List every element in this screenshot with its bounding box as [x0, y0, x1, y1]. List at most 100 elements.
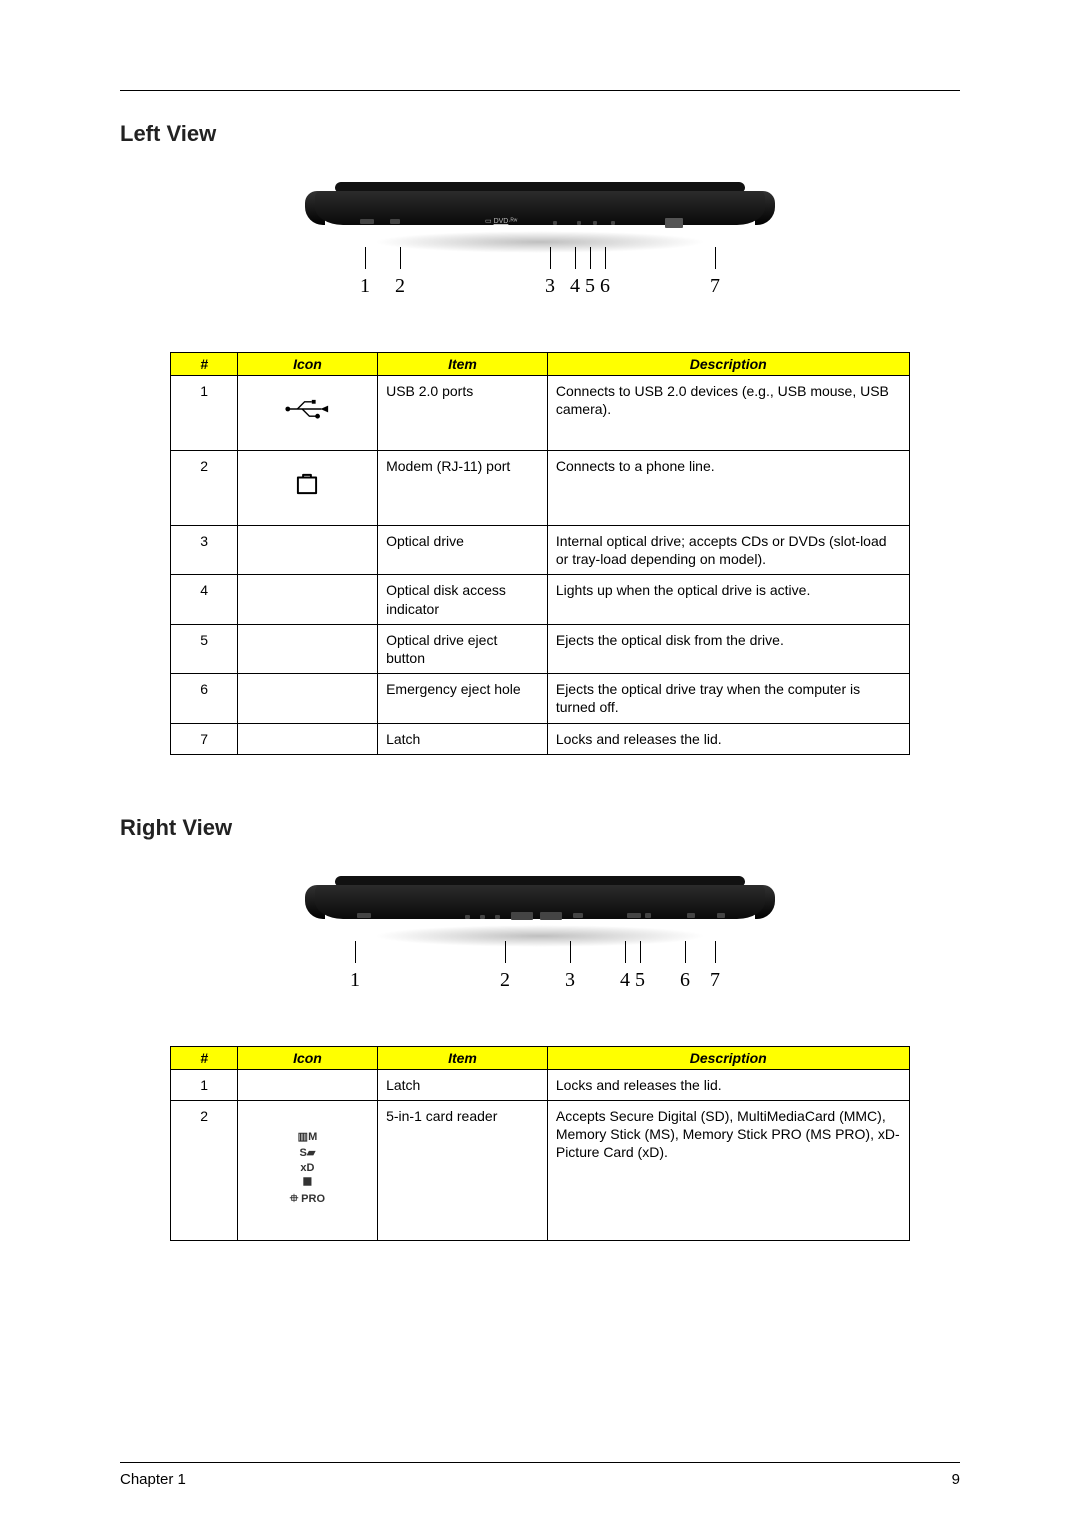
- top-rule: [120, 90, 960, 91]
- callout-tick: [550, 247, 551, 269]
- cell-icon: [237, 624, 377, 673]
- callout-number: 4: [620, 969, 630, 992]
- callout-tick: [605, 247, 606, 269]
- th-num: #: [171, 353, 237, 376]
- callout-number: 7: [710, 969, 720, 992]
- callout-number: 3: [545, 275, 555, 298]
- cell-icon: [237, 674, 377, 723]
- callout-number: 6: [680, 969, 690, 992]
- cell-item: Latch: [378, 1069, 548, 1100]
- callout-number: 2: [395, 275, 405, 298]
- cell-icon: [237, 451, 377, 526]
- cell-desc: Accepts Secure Digital (SD), MultiMediaC…: [547, 1100, 909, 1240]
- cell-item: Emergency eject hole: [378, 674, 548, 723]
- page: Left View ▭ DVD·ᴿʷ 1234567: [0, 0, 1080, 1528]
- callout-tick: [715, 247, 716, 269]
- cell-item: Optical drive: [378, 526, 548, 575]
- cell-item: USB 2.0 ports: [378, 376, 548, 451]
- table-row: 2 ▥MS▰xD⯀⯐ PRO 5-in-1 card readerAccepts S…: [171, 1100, 909, 1240]
- laptop-right-side-illustration: 1234567: [305, 871, 775, 1001]
- heading-left-view: Left View: [120, 121, 960, 147]
- table-header-row: # Icon Item Description: [171, 1046, 909, 1069]
- cell-num: 6: [171, 674, 237, 723]
- figure-left-view: ▭ DVD·ᴿʷ 1234567: [120, 177, 960, 312]
- th-item: Item: [378, 353, 548, 376]
- cell-num: 5: [171, 624, 237, 673]
- cell-num: 3: [171, 526, 237, 575]
- cell-icon: [237, 1069, 377, 1100]
- callout-tick: [685, 941, 686, 963]
- cell-icon: [237, 526, 377, 575]
- page-footer: Chapter 1 9: [120, 1462, 960, 1488]
- cell-desc: Lights up when the optical drive is acti…: [547, 575, 909, 624]
- callout-tick: [505, 941, 506, 963]
- callout-tick: [365, 247, 366, 269]
- usb-icon: [283, 397, 331, 421]
- cell-num: 2: [171, 1100, 237, 1240]
- cell-num: 4: [171, 575, 237, 624]
- callout-number: 1: [350, 969, 360, 992]
- right-callouts: 1234567: [305, 941, 775, 1001]
- callout-number: 5: [635, 969, 645, 992]
- cell-icon: [237, 723, 377, 754]
- th-item: Item: [378, 1046, 548, 1069]
- callout-number: 3: [565, 969, 575, 992]
- cell-item: Latch: [378, 723, 548, 754]
- th-num: #: [171, 1046, 237, 1069]
- left-callouts: 1 2 3456 7: [305, 247, 775, 307]
- table-row: 7 LatchLocks and releases the lid.: [171, 723, 909, 754]
- cell-icon: [237, 376, 377, 451]
- table-row: 5Optical drive eject buttonEjects the op…: [171, 624, 909, 673]
- callout-tick: [640, 941, 641, 963]
- callout-number: 1: [360, 275, 370, 298]
- th-desc: Description: [547, 1046, 909, 1069]
- heading-right-view: Right View: [120, 815, 960, 841]
- callout-tick: [355, 941, 356, 963]
- th-icon: Icon: [237, 353, 377, 376]
- callout-number: 7: [710, 275, 720, 298]
- th-desc: Description: [547, 353, 909, 376]
- table-row: 1 LatchLocks and releases the lid.: [171, 1069, 909, 1100]
- cell-num: 1: [171, 1069, 237, 1100]
- callout-number: 6: [600, 275, 610, 298]
- cell-num: 2: [171, 451, 237, 526]
- cell-num: 1: [171, 376, 237, 451]
- footer-chapter: Chapter 1: [120, 1471, 186, 1488]
- footer-page: 9: [952, 1471, 960, 1488]
- table-left-view: # Icon Item Description 1 USB 2.0 portsCo…: [170, 352, 909, 755]
- callout-tick: [570, 941, 571, 963]
- table-row: 3 Optical driveInternal optical drive; ac…: [171, 526, 909, 575]
- table-row: 2 Modem (RJ-11) portConnects to a phone l…: [171, 451, 909, 526]
- cell-num: 7: [171, 723, 237, 754]
- cell-item: Optical disk access indicator: [378, 575, 548, 624]
- callout-number: 5: [585, 275, 595, 298]
- table-row: 6 Emergency eject holeEjects the optical …: [171, 674, 909, 723]
- cell-icon: [237, 575, 377, 624]
- modem-icon: [294, 471, 320, 497]
- table-right-view: # Icon Item Description 1 LatchLocks and …: [170, 1046, 909, 1241]
- figure-right-view: 1234567: [120, 871, 960, 1006]
- laptop-left-side-illustration: ▭ DVD·ᴿʷ 1234567: [305, 177, 775, 307]
- table-row: 4 Optical disk access indicatorLights up …: [171, 575, 909, 624]
- callout-tick: [715, 941, 716, 963]
- callout-tick: [400, 247, 401, 269]
- cell-item: 5-in-1 card reader: [378, 1100, 548, 1240]
- cell-desc: Ejects the optical drive tray when the c…: [547, 674, 909, 723]
- table-row: 1 USB 2.0 portsConnects to USB 2.0 device…: [171, 376, 909, 451]
- callout-number: 4: [570, 275, 580, 298]
- cell-desc: Locks and releases the lid.: [547, 1069, 909, 1100]
- cell-desc: Internal optical drive; accepts CDs or D…: [547, 526, 909, 575]
- cell-item: Optical drive eject button: [378, 624, 548, 673]
- card-reader-icon-stack: ▥MS▰xD⯀⯐ PRO: [290, 1130, 325, 1207]
- cell-desc: Locks and releases the lid.: [547, 723, 909, 754]
- callout-number: 2: [500, 969, 510, 992]
- cell-desc: Connects to USB 2.0 devices (e.g., USB m…: [547, 376, 909, 451]
- cell-icon: ▥MS▰xD⯀⯐ PRO: [237, 1100, 377, 1240]
- cell-desc: Connects to a phone line.: [547, 451, 909, 526]
- th-icon: Icon: [237, 1046, 377, 1069]
- callout-tick: [575, 247, 576, 269]
- callout-tick: [590, 247, 591, 269]
- cell-item: Modem (RJ-11) port: [378, 451, 548, 526]
- table-header-row: # Icon Item Description: [171, 353, 909, 376]
- callout-tick: [625, 941, 626, 963]
